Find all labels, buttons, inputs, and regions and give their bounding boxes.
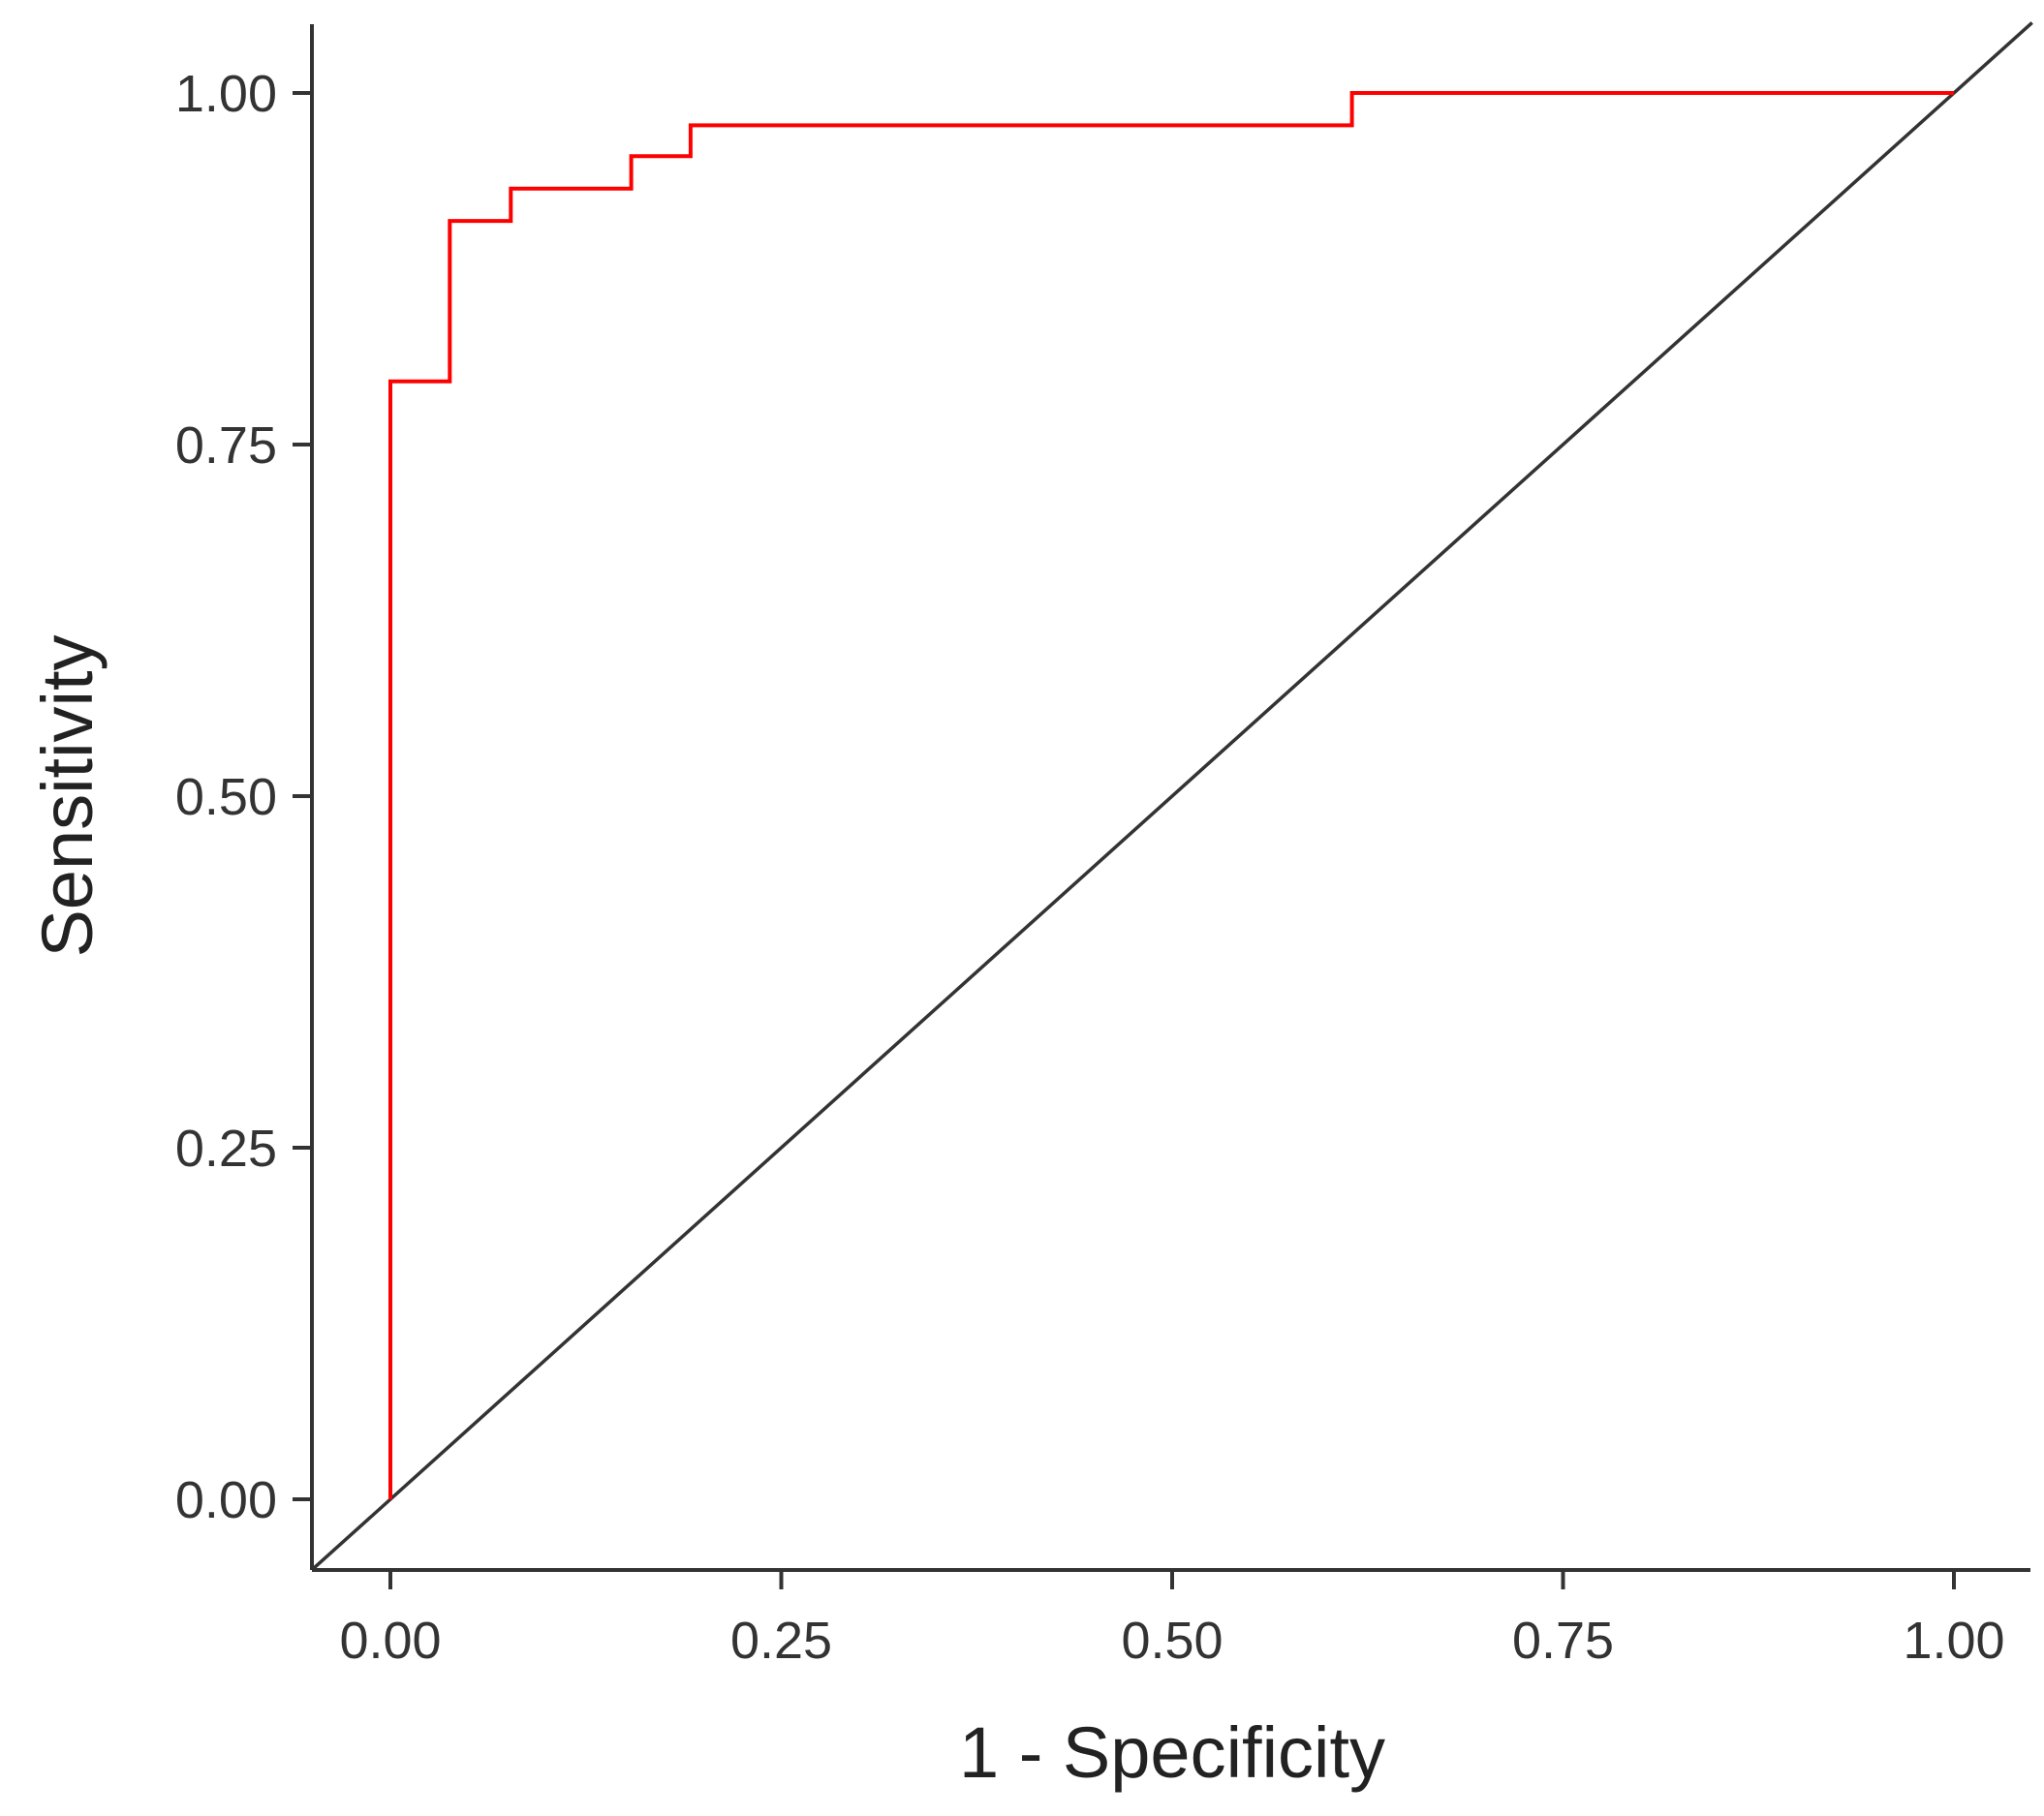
- x-tick-label: 0.25: [730, 1612, 832, 1670]
- roc-curve-line: [388, 91, 1954, 1499]
- series-layer: [311, 21, 2033, 1571]
- y-tick-label: 0.00: [175, 1471, 277, 1529]
- y-tick-label: 0.75: [175, 416, 277, 475]
- reference-diagonal-line: [311, 21, 2033, 1571]
- x-tick-label: 1.00: [1903, 1612, 2004, 1670]
- y-axis-title: Sensitivity: [27, 634, 108, 957]
- plot-area: 0.00 0.25 0.50 0.75 1.00 0.00 0.25 0.50 0.75 1.0…: [175, 21, 2033, 1670]
- y-axis-ticks: 0.00 0.25 0.50 0.75 1.00: [175, 65, 312, 1529]
- x-tick-label: 0.75: [1512, 1612, 1614, 1670]
- y-tick-label: 1.00: [175, 65, 277, 123]
- x-axis-ticks: 0.00 0.25 0.50 0.75 1.00: [339, 1570, 2005, 1670]
- y-tick-label: 0.50: [175, 768, 277, 826]
- x-tick-label: 0.50: [1121, 1612, 1223, 1670]
- y-tick-label: 0.25: [175, 1120, 277, 1178]
- x-tick-label: 0.00: [339, 1612, 441, 1670]
- x-axis-title: 1 - Specificity: [959, 1712, 1385, 1793]
